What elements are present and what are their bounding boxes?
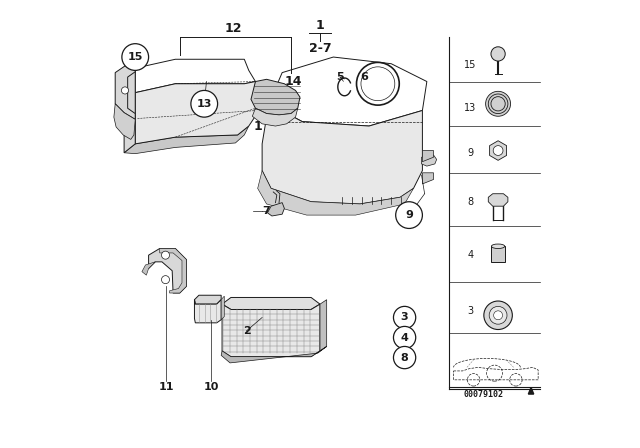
Polygon shape (422, 155, 436, 166)
Polygon shape (114, 104, 135, 139)
Polygon shape (258, 171, 413, 215)
Polygon shape (268, 202, 284, 216)
Circle shape (493, 146, 503, 155)
Polygon shape (195, 295, 221, 304)
Circle shape (161, 251, 170, 259)
Circle shape (122, 87, 129, 94)
Polygon shape (262, 104, 422, 204)
Circle shape (161, 276, 170, 284)
Text: 00079102: 00079102 (464, 390, 504, 399)
Polygon shape (148, 249, 186, 293)
Text: 11: 11 (159, 382, 174, 392)
Circle shape (396, 202, 422, 228)
Text: 10: 10 (204, 382, 219, 392)
Text: 6: 6 (360, 72, 369, 82)
Text: 1: 1 (316, 19, 324, 32)
Text: 5: 5 (336, 72, 344, 82)
Polygon shape (221, 296, 224, 320)
Polygon shape (135, 59, 255, 93)
Polygon shape (269, 57, 427, 126)
Text: 12: 12 (225, 22, 242, 34)
Text: 4: 4 (467, 250, 474, 260)
Polygon shape (221, 346, 326, 363)
Text: 8: 8 (467, 197, 474, 207)
Polygon shape (422, 173, 433, 184)
Circle shape (493, 311, 502, 320)
Polygon shape (490, 141, 507, 160)
Text: 3: 3 (401, 313, 408, 323)
Circle shape (486, 91, 511, 116)
Text: 4: 4 (401, 332, 408, 343)
Polygon shape (124, 126, 249, 154)
Circle shape (122, 44, 148, 70)
Text: 9: 9 (467, 148, 474, 158)
Circle shape (484, 301, 513, 330)
Circle shape (491, 47, 505, 61)
Polygon shape (160, 249, 186, 293)
Polygon shape (492, 246, 505, 262)
Circle shape (394, 306, 416, 329)
Polygon shape (222, 304, 320, 357)
Text: 13: 13 (196, 99, 212, 109)
Text: 14: 14 (285, 75, 302, 88)
Text: 2-7: 2-7 (308, 42, 332, 55)
Polygon shape (195, 300, 221, 323)
Polygon shape (252, 108, 298, 126)
Text: 8: 8 (401, 353, 408, 362)
Text: 1: 1 (253, 120, 262, 133)
Text: 2: 2 (243, 326, 250, 336)
Circle shape (191, 90, 218, 117)
Text: 15: 15 (464, 60, 477, 69)
Text: 9: 9 (405, 210, 413, 220)
Polygon shape (115, 66, 135, 119)
Polygon shape (222, 297, 320, 310)
Circle shape (394, 327, 416, 349)
Polygon shape (135, 82, 260, 144)
Polygon shape (422, 151, 433, 162)
Circle shape (489, 306, 507, 324)
Text: 15: 15 (127, 52, 143, 62)
Polygon shape (124, 68, 135, 153)
Polygon shape (251, 79, 300, 115)
Polygon shape (529, 388, 534, 394)
Polygon shape (488, 194, 508, 206)
Polygon shape (142, 262, 156, 275)
Ellipse shape (492, 244, 505, 249)
Polygon shape (320, 300, 326, 351)
Text: 3: 3 (467, 306, 474, 316)
Text: 13: 13 (465, 103, 477, 113)
Circle shape (394, 346, 416, 369)
Text: 7: 7 (262, 206, 271, 215)
